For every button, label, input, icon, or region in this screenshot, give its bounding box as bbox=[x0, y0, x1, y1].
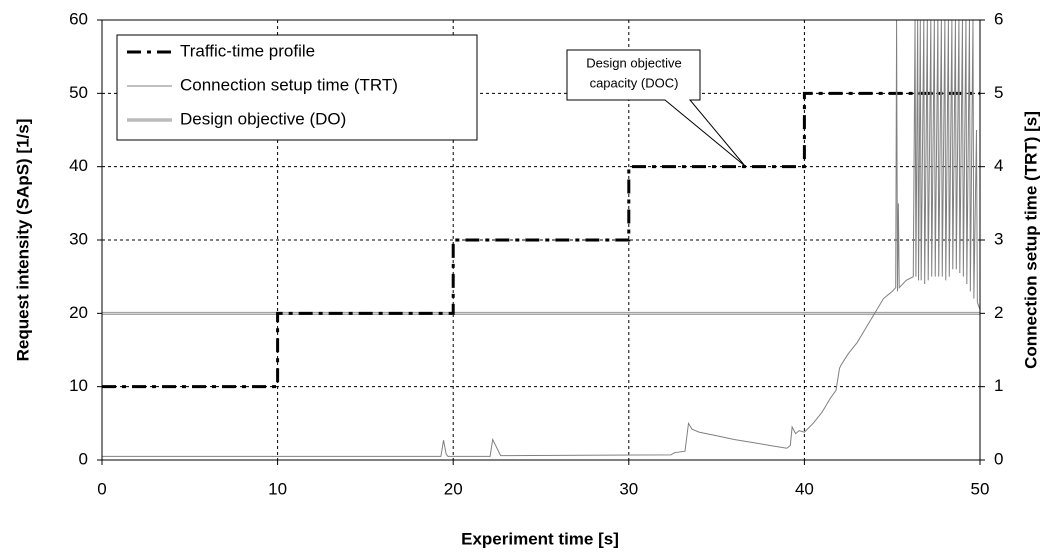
y2-tick-label: 2 bbox=[994, 303, 1003, 322]
legend-label: Design objective (DO) bbox=[180, 109, 346, 128]
legend-label: Traffic-time profile bbox=[180, 41, 315, 60]
y2-tick-label: 3 bbox=[994, 229, 1003, 248]
x-tick-label: 10 bbox=[268, 479, 287, 498]
x-axis-title: Experiment time [s] bbox=[461, 529, 619, 548]
legend-box bbox=[116, 34, 478, 141]
y-tick-label: 20 bbox=[69, 303, 88, 322]
y2-tick-label: 5 bbox=[994, 83, 1003, 102]
annotation: Design objective capacity (DOC) bbox=[566, 49, 746, 167]
y-tick-label: 40 bbox=[69, 156, 88, 175]
y2-tick-label: 0 bbox=[994, 449, 1003, 468]
y-tick-label: 60 bbox=[69, 9, 88, 28]
legend-label: Connection setup time (TRT) bbox=[180, 75, 398, 94]
y2-tick-label: 1 bbox=[994, 376, 1003, 395]
x-tick-label: 50 bbox=[971, 479, 990, 498]
y-tick-label: 30 bbox=[69, 229, 88, 248]
x-tick-label: 20 bbox=[444, 479, 463, 498]
annotation-line: Design objective bbox=[586, 55, 681, 70]
series-line bbox=[102, 19, 981, 457]
y-tick-label: 10 bbox=[69, 376, 88, 395]
callout bbox=[566, 49, 746, 167]
legend: Traffic-time profile Connection setup tim… bbox=[116, 34, 478, 141]
y-axis-title: Request intensity (SApS) [1/s] bbox=[13, 119, 32, 362]
y-tick-label: 50 bbox=[69, 83, 88, 102]
x-tick-label: 30 bbox=[619, 479, 638, 498]
y2-tick-label: 6 bbox=[994, 9, 1003, 28]
series-line bbox=[102, 91, 980, 389]
y2-axis-title: Connection setup time (TRT) [s] bbox=[1021, 111, 1040, 369]
y2-tick-label: 4 bbox=[994, 156, 1003, 175]
y-tick-label: 0 bbox=[79, 449, 88, 468]
series bbox=[102, 19, 981, 457]
annotation-line: capacity (DOC) bbox=[590, 75, 679, 90]
x-tick-label: 0 bbox=[97, 479, 106, 498]
x-tick-label: 40 bbox=[795, 479, 814, 498]
